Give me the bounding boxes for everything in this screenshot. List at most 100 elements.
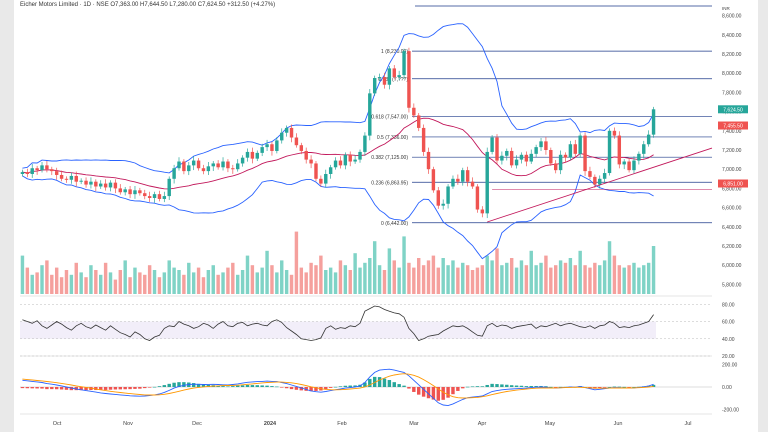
- candle-body: [426, 151, 431, 170]
- macd-histogram-bar: [529, 385, 533, 387]
- macd-histogram-bar: [495, 384, 499, 387]
- candle-body: [167, 178, 171, 197]
- candle-body: [421, 127, 426, 152]
- candle-body: [284, 127, 289, 133]
- macd-histogram-bar: [157, 386, 162, 387]
- candle-body: [289, 127, 294, 138]
- volume-bar: [573, 265, 577, 294]
- candle-body: [108, 182, 113, 188]
- volume-bar: [421, 265, 426, 294]
- candle-body: [583, 135, 587, 172]
- volume-bar: [412, 267, 416, 294]
- candle-body: [632, 160, 636, 171]
- volume-bar: [612, 255, 617, 294]
- volume-bar: [514, 267, 519, 294]
- volume-bar: [563, 262, 568, 294]
- candle-body: [324, 174, 328, 184]
- candle-body: [598, 178, 602, 185]
- volume-bar: [519, 260, 524, 294]
- candle-body: [627, 161, 631, 171]
- macd-histogram-bar: [627, 387, 631, 388]
- volume-bar: [372, 241, 377, 294]
- candle-body: [20, 172, 25, 174]
- macd-histogram-bar: [314, 387, 318, 391]
- candle-body: [182, 161, 186, 172]
- volume-bar: [363, 262, 367, 294]
- time-axis-label: Jun: [614, 421, 623, 427]
- volume-bar: [324, 270, 328, 294]
- macd-histogram-bar: [20, 387, 25, 389]
- time-axis-label: Nov: [123, 421, 133, 427]
- volume-bar: [30, 274, 34, 294]
- ticker-header: Eicher Motors Limited · 1D · NSE O7,363.…: [20, 2, 276, 8]
- macd-histogram-bar: [191, 383, 196, 387]
- candle-body: [250, 151, 255, 159]
- volume-bar: [431, 255, 436, 294]
- candle-body: [377, 77, 382, 79]
- volume-bar: [226, 267, 230, 294]
- macd-histogram-bar: [514, 385, 519, 387]
- macd-histogram-bar: [30, 387, 34, 389]
- macd-histogram-bar: [392, 382, 396, 387]
- volume-bar: [275, 272, 279, 294]
- volume-bar: [314, 265, 318, 294]
- candle-body: [392, 68, 396, 78]
- volume-bar: [470, 270, 475, 294]
- candle-body: [270, 144, 274, 151]
- price-badge: [718, 105, 748, 114]
- volume-bar: [539, 262, 543, 294]
- macd-histogram-bar: [235, 385, 240, 387]
- candle-body: [539, 141, 543, 148]
- candle-body: [509, 150, 514, 166]
- volume-bar: [602, 260, 607, 294]
- macd-histogram-bar: [417, 387, 421, 395]
- time-axis-label: Dec: [192, 421, 202, 427]
- volume-bar: [607, 241, 612, 294]
- macd-histogram-bar: [59, 387, 64, 390]
- candle-body: [172, 168, 176, 179]
- macd-histogram-bar: [201, 384, 206, 387]
- macd-histogram-bar: [461, 387, 465, 389]
- volume-bar: [622, 267, 626, 294]
- candle-body: [465, 170, 470, 182]
- candle-body: [646, 134, 651, 145]
- volume-bar: [69, 274, 74, 294]
- candle-body: [612, 130, 617, 136]
- macd-histogram-bar: [397, 384, 401, 387]
- volume-bar: [138, 272, 142, 294]
- candle-body: [314, 163, 318, 179]
- candle-body: [651, 109, 656, 135]
- candle-body: [74, 175, 78, 182]
- candle-body: [475, 186, 480, 210]
- price-axis-label: 6,000.00: [722, 263, 742, 269]
- macd-histogram-bar: [607, 387, 612, 388]
- fib-level-label: 1 (8,230.00): [381, 49, 408, 55]
- volume-bar: [103, 262, 108, 294]
- macd-histogram-bar: [368, 378, 372, 387]
- volume-bar: [25, 267, 30, 294]
- volume-bar: [133, 267, 137, 294]
- volume-bar: [642, 265, 646, 294]
- volume-bar: [593, 262, 597, 294]
- volume-bar: [568, 258, 573, 294]
- volume-bar: [495, 248, 499, 294]
- candle-body: [451, 178, 455, 187]
- macd-histogram-bar: [221, 386, 225, 387]
- candle-body: [588, 171, 592, 177]
- macd-histogram-bar: [407, 387, 411, 389]
- candle-body: [79, 180, 83, 182]
- macd-histogram-bar: [128, 387, 132, 390]
- candle-body: [187, 165, 191, 172]
- macd-histogram-bar: [182, 382, 186, 387]
- time-axis-label: Mar: [409, 421, 419, 427]
- bollinger-basis-line: [22, 117, 654, 190]
- macd-histogram-bar: [602, 387, 607, 388]
- macd-axis-label: 200.00: [722, 363, 738, 369]
- volume-bar: [456, 267, 460, 294]
- macd-histogram-bar: [363, 382, 367, 387]
- volume-bar: [426, 260, 431, 294]
- volume-bar: [74, 262, 78, 294]
- volume-bar: [368, 258, 372, 294]
- volume-bar: [343, 265, 348, 294]
- macd-histogram-bar: [328, 387, 333, 388]
